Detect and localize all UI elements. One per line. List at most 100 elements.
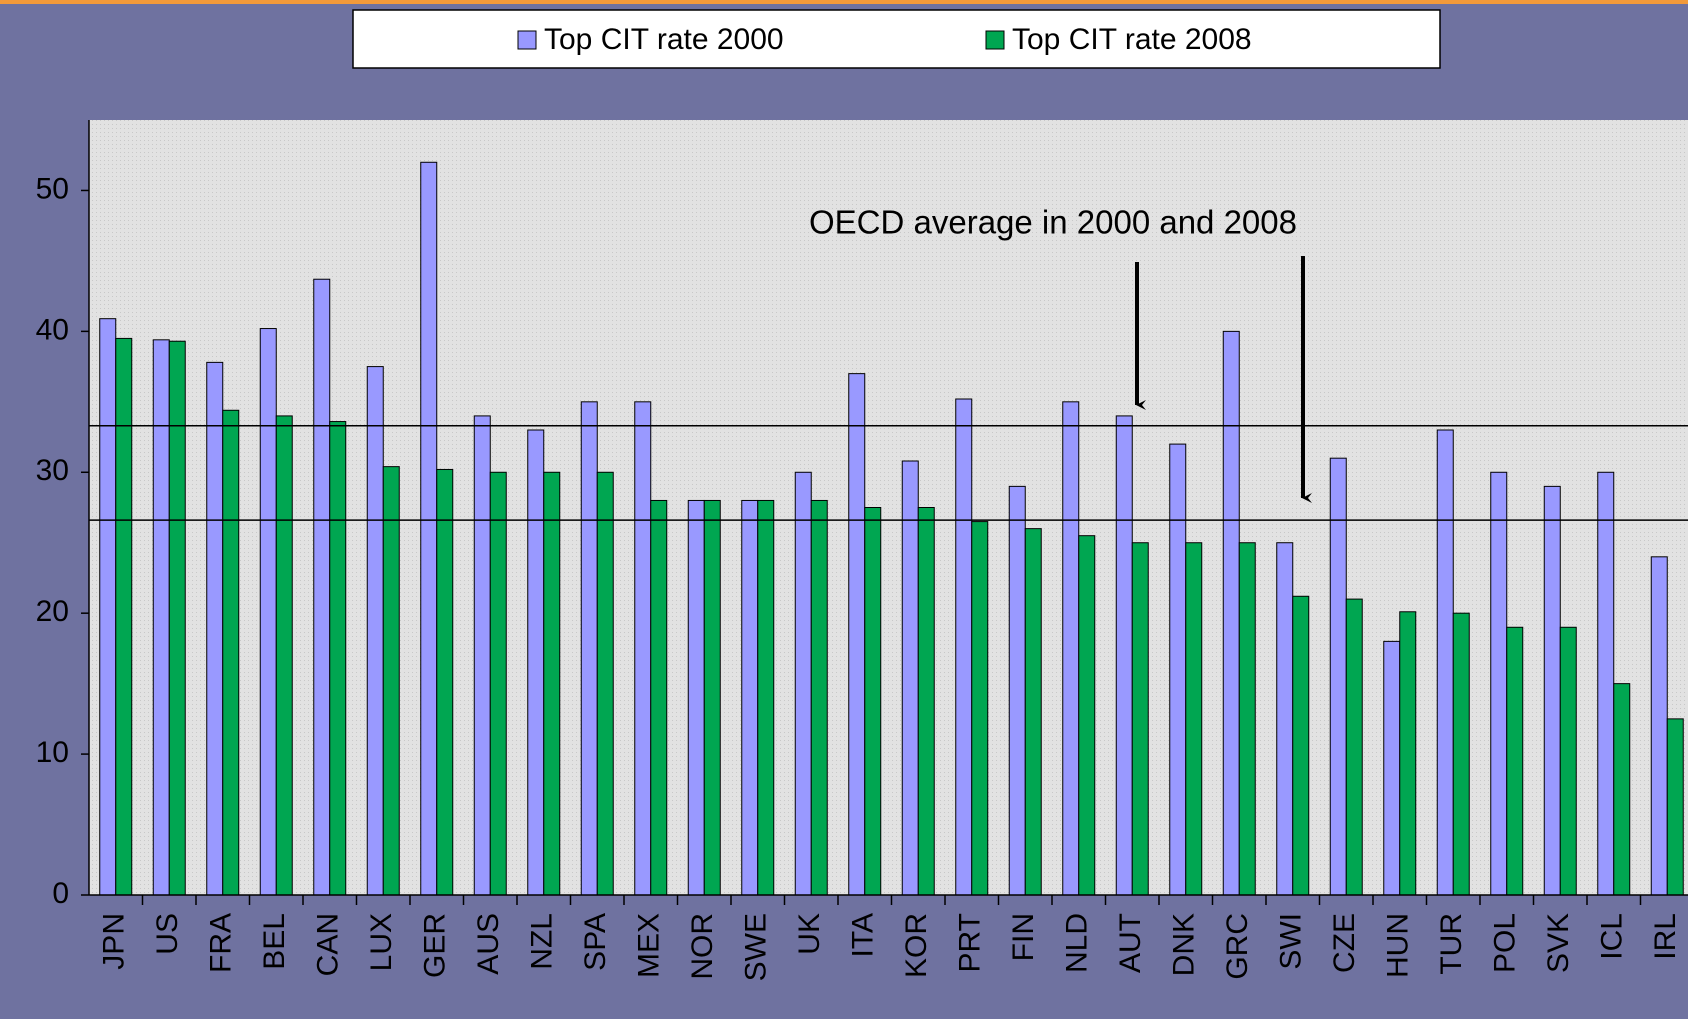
x-tick-label: US xyxy=(151,913,184,955)
legend-swatch xyxy=(985,30,1005,50)
x-tick-label: PRT xyxy=(954,913,987,972)
bar xyxy=(206,361,224,896)
bar xyxy=(1543,485,1561,896)
x-tick-label: AUS xyxy=(472,913,505,975)
y-tick-label: 50 xyxy=(36,172,69,205)
bar xyxy=(382,466,400,896)
annotation: OECD average in 2000 and 2008 xyxy=(809,204,1297,241)
bar xyxy=(366,366,384,896)
bar xyxy=(275,415,293,896)
x-tick-label: ICL xyxy=(1596,913,1629,960)
x-tick-label: MEX xyxy=(633,913,666,978)
x-tick-label: POL xyxy=(1489,913,1522,973)
bar xyxy=(473,415,491,896)
x-tick-label: DNK xyxy=(1168,913,1201,976)
legend-label: Top CIT rate 2008 xyxy=(1012,23,1252,56)
bar xyxy=(168,340,186,896)
bar xyxy=(580,401,598,896)
bar xyxy=(1436,429,1454,896)
x-tick-label: NZL xyxy=(526,913,559,970)
legend xyxy=(352,9,1441,69)
x-tick-label: CAN xyxy=(312,913,345,976)
bar xyxy=(1292,595,1310,896)
x-tick-label: SWE xyxy=(740,913,773,981)
bar xyxy=(543,471,561,896)
x-tick-label: FRA xyxy=(205,913,238,973)
x-tick-label: SWI xyxy=(1275,913,1308,970)
bar xyxy=(1666,718,1684,896)
bar xyxy=(527,429,545,896)
x-tick-label: TUR xyxy=(1435,913,1468,975)
x-tick-label: IRL xyxy=(1649,913,1682,960)
bar xyxy=(99,318,117,896)
bar xyxy=(917,507,935,896)
bar xyxy=(596,471,614,896)
y-tick-label: 40 xyxy=(36,313,69,346)
bar xyxy=(1597,471,1615,896)
bar xyxy=(436,468,454,896)
bar xyxy=(222,409,240,896)
bar xyxy=(1062,401,1080,896)
x-tick-label: LUX xyxy=(365,913,398,971)
bar xyxy=(1222,330,1240,896)
bar xyxy=(794,471,812,896)
plot-area xyxy=(89,120,1688,895)
bar xyxy=(955,398,973,896)
bar xyxy=(259,328,277,896)
x-tick-label: BEL xyxy=(258,913,291,970)
bar xyxy=(864,507,882,896)
bar xyxy=(757,499,775,896)
bar xyxy=(1399,611,1417,896)
x-tick-label: NLD xyxy=(1061,913,1094,973)
x-tick-label: KOR xyxy=(900,913,933,978)
bar xyxy=(1329,457,1347,896)
bar xyxy=(741,499,759,896)
bar xyxy=(489,471,507,896)
y-tick-label: 10 xyxy=(36,736,69,769)
y-tick-label: 20 xyxy=(36,595,69,628)
bar xyxy=(1276,542,1294,896)
bar xyxy=(1078,535,1096,896)
x-tick-label: UK xyxy=(793,913,826,955)
bar xyxy=(634,401,652,896)
legend-label: Top CIT rate 2000 xyxy=(544,23,784,56)
bar xyxy=(329,421,347,896)
bar xyxy=(848,373,866,896)
bar xyxy=(1383,640,1401,896)
x-tick-label: SVK xyxy=(1542,913,1575,973)
bar xyxy=(901,460,919,896)
bar xyxy=(650,499,668,896)
bar xyxy=(1506,626,1524,896)
x-tick-label: AUT xyxy=(1114,913,1147,973)
y-tick-label: 30 xyxy=(36,454,69,487)
y-tick-label: 0 xyxy=(52,877,69,910)
bar xyxy=(115,337,133,896)
bar xyxy=(1131,542,1149,896)
bar xyxy=(152,339,170,896)
legend-swatch xyxy=(517,30,537,50)
bar xyxy=(703,499,721,896)
bar xyxy=(1613,683,1631,896)
x-tick-label: SPA xyxy=(579,913,612,971)
bar xyxy=(1169,443,1187,896)
bar xyxy=(1008,485,1026,896)
bar xyxy=(420,161,438,896)
bar xyxy=(313,278,331,896)
x-tick-label: FIN xyxy=(1007,913,1040,961)
top-strip xyxy=(0,0,1688,4)
x-tick-label: GER xyxy=(419,913,452,978)
bar xyxy=(971,521,989,896)
bar xyxy=(1185,542,1203,896)
bar xyxy=(1024,528,1042,896)
bar xyxy=(1490,471,1508,896)
x-tick-label: NOR xyxy=(686,913,719,980)
x-tick-label: HUN xyxy=(1382,913,1415,978)
x-tick-label: JPN xyxy=(98,913,131,970)
bar xyxy=(1452,612,1470,896)
bar xyxy=(1559,626,1577,896)
bar xyxy=(1115,415,1133,896)
bar xyxy=(810,499,828,896)
x-tick-label: CZE xyxy=(1328,913,1361,973)
